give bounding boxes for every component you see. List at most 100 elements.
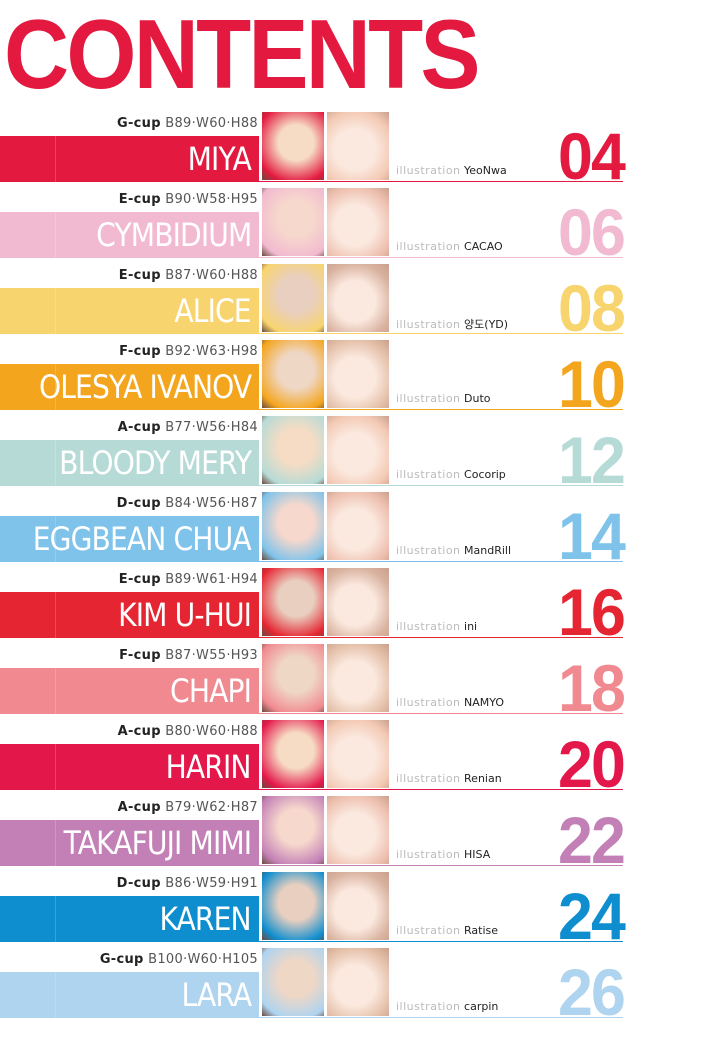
illustration-label: illustration: [396, 164, 461, 177]
character-name: TAKAFUJI MIMI: [63, 824, 252, 862]
name-band: BLOODY MERY: [0, 440, 259, 486]
divider: [259, 789, 623, 790]
character-name: HARIN: [166, 748, 252, 786]
illustration-preview-image: [327, 340, 389, 408]
illustration-credit: illustration CACAO: [396, 240, 503, 253]
illustration-credit: illustration YeoNwa: [396, 164, 507, 177]
contents-entry[interactable]: G-cup B100·W60·H105 LARA illustration ca…: [0, 948, 727, 1025]
character-name: MIYA: [187, 140, 252, 178]
measurements: E-cup B87·W60·H88: [119, 268, 258, 283]
character-portrait-image: [262, 644, 324, 712]
illustration-preview-image: [327, 112, 389, 180]
illustration-label: illustration: [396, 848, 461, 861]
character-name: CYMBIDIUM: [95, 216, 252, 254]
illustration-label: illustration: [396, 620, 461, 633]
illustration-credit: illustration Cocorip: [396, 468, 506, 481]
measurements: A-cup B80·W60·H88: [118, 724, 258, 739]
cup-size: G-cup: [99, 952, 144, 967]
illustration-credit: illustration Duto: [396, 392, 491, 405]
page-number: 12: [558, 423, 626, 497]
measurements: F-cup B92·W63·H98: [119, 344, 258, 359]
character-portrait-image: [262, 188, 324, 256]
contents-entry[interactable]: A-cup B79·W62·H87 TAKAFUJI MIMI illustra…: [0, 796, 727, 877]
measurements: G-cup B100·W60·H105: [100, 952, 258, 967]
illustration-credit: illustration Renian: [396, 772, 502, 785]
artist-name: CACAO: [464, 240, 503, 253]
cup-size: F-cup: [119, 344, 161, 359]
page-title: CONTENTS: [4, 0, 481, 109]
contents-entry[interactable]: E-cup B90·W58·H95 CYMBIDIUM illustration…: [0, 188, 727, 265]
artist-name: Ratise: [464, 924, 499, 937]
measurements: D-cup B84·W56·H87: [117, 496, 258, 511]
cup-size: D-cup: [116, 876, 161, 891]
illustration-label: illustration: [396, 318, 461, 331]
contents-entry[interactable]: F-cup B87·W55·H93 CHAPI illustration NAM…: [0, 644, 727, 725]
illustration-preview-image: [327, 264, 389, 332]
character-name: EGGBEAN CHUA: [33, 520, 252, 558]
illustration-preview-image: [327, 796, 389, 864]
artist-name: Duto: [464, 392, 491, 405]
name-band: LARA: [0, 972, 259, 1018]
divider: [259, 181, 623, 182]
name-band: EGGBEAN CHUA: [0, 516, 259, 562]
body-measurements: B87·W55·H93: [165, 648, 258, 663]
divider: [259, 561, 623, 562]
character-name: LARA: [181, 976, 252, 1014]
contents-entry[interactable]: E-cup B89·W61·H94 KIM U-HUI illustration…: [0, 568, 727, 645]
page-number: 22: [558, 803, 626, 877]
name-band: ALICE: [0, 288, 259, 334]
character-name: KAREN: [159, 900, 252, 938]
measurements: E-cup B89·W61·H94: [119, 572, 258, 587]
body-measurements: B86·W59·H91: [165, 876, 258, 891]
body-measurements: B90·W58·H95: [165, 192, 258, 207]
contents-entry[interactable]: A-cup B77·W56·H84 BLOODY MERY illustrati…: [0, 416, 727, 497]
divider: [259, 409, 623, 410]
body-measurements: B92·W63·H98: [165, 344, 258, 359]
character-portrait-image: [262, 416, 324, 484]
page-number: 04: [558, 119, 626, 193]
illustration-preview-image: [327, 644, 389, 712]
character-name: KIM U-HUI: [118, 596, 252, 634]
contents-entry[interactable]: E-cup B87·W60·H88 ALICE illustration 양도(…: [0, 264, 727, 341]
name-band: OLESYA IVANOV: [0, 364, 259, 410]
illustration-label: illustration: [396, 240, 461, 253]
contents-entry[interactable]: G-cup B89·W60·H88 MIYA illustration YeoN…: [0, 112, 727, 193]
measurements: A-cup B77·W56·H84: [118, 420, 258, 435]
artist-name: Renian: [464, 772, 502, 785]
character-name: ALICE: [174, 292, 252, 330]
character-name: CHAPI: [170, 672, 252, 710]
name-band: CHAPI: [0, 668, 259, 714]
contents-entry[interactable]: A-cup B80·W60·H88 HARIN illustration Ren…: [0, 720, 727, 801]
page-number: 10: [558, 347, 626, 421]
illustration-preview-image: [327, 492, 389, 560]
contents-entry[interactable]: D-cup B86·W59·H91 KAREN illustration Rat…: [0, 872, 727, 953]
cup-size: A-cup: [117, 800, 161, 815]
contents-entry[interactable]: D-cup B84·W56·H87 EGGBEAN CHUA illustrat…: [0, 492, 727, 569]
illustration-credit: illustration HISA: [396, 848, 490, 861]
page-number: 20: [558, 727, 626, 801]
illustration-preview-image: [327, 416, 389, 484]
divider: [259, 865, 623, 866]
illustration-preview-image: [327, 568, 389, 636]
divider: [259, 637, 623, 638]
cup-size: E-cup: [118, 192, 161, 207]
name-band: KAREN: [0, 896, 259, 942]
body-measurements: B80·W60·H88: [165, 724, 258, 739]
illustration-label: illustration: [396, 468, 461, 481]
name-band: CYMBIDIUM: [0, 212, 259, 258]
character-portrait-image: [262, 948, 324, 1016]
body-measurements: B84·W56·H87: [165, 496, 258, 511]
name-band: HARIN: [0, 744, 259, 790]
artist-name: MandRill: [464, 544, 512, 557]
divider: [259, 257, 623, 258]
cup-size: F-cup: [119, 648, 161, 663]
cup-size: A-cup: [117, 420, 161, 435]
page-number: 24: [558, 879, 626, 953]
illustration-credit: illustration ini: [396, 620, 477, 633]
artist-name: HISA: [464, 848, 491, 861]
contents-entry[interactable]: F-cup B92·W63·H98 OLESYA IVANOV illustra…: [0, 340, 727, 421]
measurements: F-cup B87·W55·H93: [119, 648, 258, 663]
page-number: 18: [558, 651, 626, 725]
name-band: MIYA: [0, 136, 259, 182]
body-measurements: B79·W62·H87: [165, 800, 258, 815]
